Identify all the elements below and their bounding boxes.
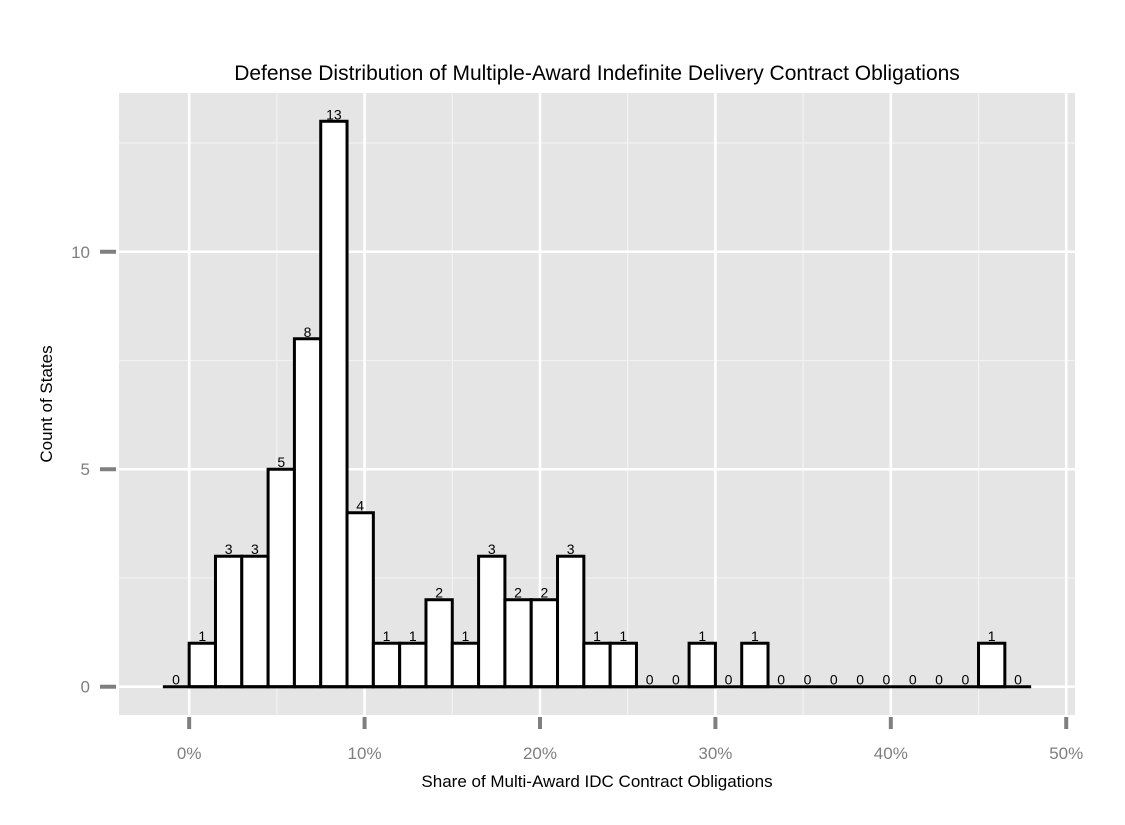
bar-count-label: 0	[961, 672, 969, 688]
histogram-bar	[608, 641, 638, 689]
x-axis-title: Share of Multi-Award IDC Contract Obliga…	[421, 772, 772, 791]
bar-count-label: 1	[409, 628, 417, 644]
x-tick-label: 30%	[698, 744, 732, 763]
y-tick-label: 5	[81, 460, 90, 479]
x-tick-label: 0%	[177, 744, 202, 763]
bar-count-label: 0	[804, 672, 812, 688]
bar-count-label: 0	[672, 672, 680, 688]
x-tick-label: 20%	[523, 744, 557, 763]
histogram-bar	[556, 554, 586, 689]
y-axis-title: Count of States	[37, 345, 56, 462]
histogram-bar	[319, 119, 349, 689]
histogram-bar	[450, 641, 481, 689]
bar-count-label: 5	[277, 454, 285, 470]
bar-count-label: 1	[383, 628, 391, 644]
histogram-bar	[740, 641, 770, 689]
bar-count-label: 3	[488, 541, 496, 557]
histogram-bar	[187, 641, 217, 689]
x-tick-label: 40%	[874, 744, 908, 763]
bar-count-label: 0	[777, 672, 785, 688]
bar-count-label: 0	[725, 672, 733, 688]
bar-count-label: 1	[198, 628, 206, 644]
x-axis: 0% 10% 20% 30% 40% 50%	[177, 717, 1083, 763]
bar-count-label: 1	[619, 628, 627, 644]
bar-count-label: 3	[225, 541, 233, 557]
bar-count-label: 2	[435, 585, 443, 601]
histogram-bar	[213, 554, 244, 689]
histogram-bar	[398, 641, 428, 689]
histogram-bar	[977, 641, 1007, 689]
bar-count-label: 0	[856, 672, 864, 688]
y-axis: 0 5 10	[71, 243, 116, 697]
histogram-bar	[345, 511, 375, 689]
bar-count-label: 0	[883, 672, 891, 688]
bar-count-label: 1	[751, 628, 759, 644]
histogram-bars	[162, 119, 1032, 689]
bar-count-label: 0	[935, 672, 943, 688]
bar-count-label: 0	[909, 672, 917, 688]
histogram-bar	[582, 641, 612, 689]
histogram-bar	[292, 337, 323, 689]
bar-count-label: 1	[462, 628, 470, 644]
x-tick-label: 50%	[1049, 744, 1083, 763]
histogram-bar	[240, 554, 270, 689]
bar-count-label: 1	[698, 628, 706, 644]
bar-count-label: 3	[567, 541, 575, 557]
bar-count-label: 0	[172, 672, 180, 688]
bar-count-label: 0	[1014, 672, 1022, 688]
bar-count-label: 0	[646, 672, 654, 688]
bar-count-label: 1	[593, 628, 601, 644]
histogram-bar	[266, 467, 296, 689]
y-tick-label: 0	[81, 678, 90, 697]
histogram-bar	[503, 598, 533, 689]
histogram-bar	[529, 598, 560, 689]
grid-minor	[119, 93, 1075, 715]
bar-count-label: 2	[540, 585, 548, 601]
bar-count-label: 8	[304, 324, 312, 340]
histogram-bar	[477, 554, 507, 689]
y-tick-label: 10	[71, 243, 90, 262]
histogram-bar	[687, 641, 717, 689]
bar-count-label: 3	[251, 541, 259, 557]
x-tick-label: 10%	[348, 744, 382, 763]
bar-count-label: 13	[326, 106, 342, 122]
bar-count-label: 2	[514, 585, 522, 601]
histogram-bar	[371, 641, 402, 689]
chart-title: Defense Distribution of Multiple-Award I…	[234, 62, 960, 85]
histogram-bar	[424, 598, 454, 689]
bar-count-label: 1	[988, 628, 996, 644]
bar-count-label: 0	[830, 672, 838, 688]
bar-count-label: 4	[356, 498, 364, 514]
